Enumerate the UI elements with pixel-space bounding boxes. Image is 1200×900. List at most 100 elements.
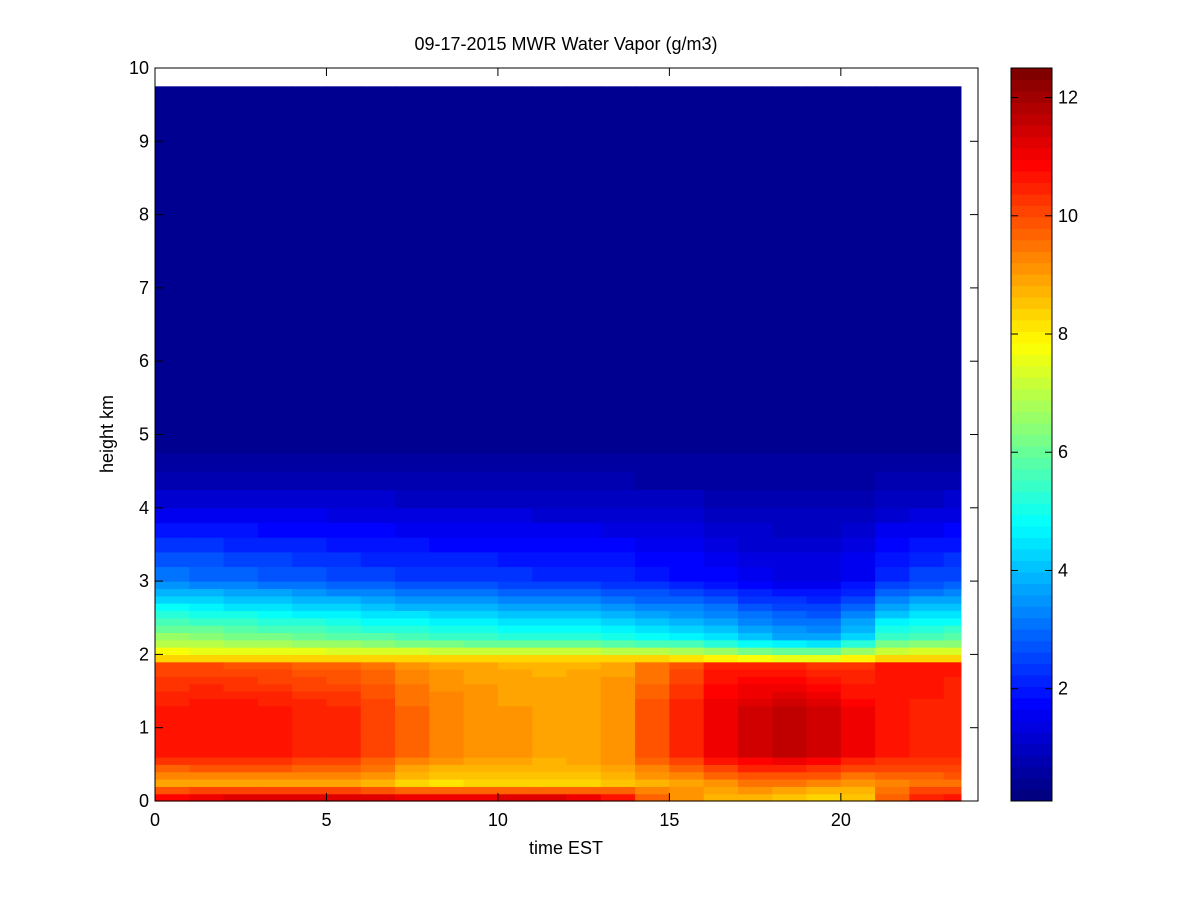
heatmap-cell: [943, 742, 962, 751]
heatmap-cell: [155, 727, 190, 736]
heatmap-cell: [532, 214, 568, 289]
heatmap-cell: [566, 214, 602, 289]
heatmap-cell: [532, 727, 568, 736]
heatmap-cell: [189, 793, 225, 802]
heatmap-cell: [189, 669, 225, 677]
heatmap-cell: [600, 720, 636, 729]
heatmap-cell: [566, 287, 602, 362]
colorbar-band: [1011, 629, 1052, 642]
heatmap-cell: [532, 647, 568, 655]
colorbar-band: [1011, 445, 1052, 458]
heatmap-cell: [703, 654, 739, 663]
heatmap-cell: [360, 588, 396, 597]
heatmap-cell: [463, 522, 499, 538]
heatmap-cell: [703, 397, 739, 436]
heatmap-cell: [189, 691, 225, 699]
heatmap-cell: [669, 595, 705, 604]
heatmap-cell: [566, 507, 602, 524]
heatmap-cell: [772, 632, 808, 641]
heatmap-cell: [772, 581, 808, 590]
heatmap-cell: [155, 764, 190, 773]
heatmap-cell: [395, 793, 430, 802]
heatmap-cell: [395, 452, 430, 472]
heatmap-cell: [840, 522, 876, 538]
heatmap-cell: [909, 786, 945, 795]
heatmap-cell: [772, 793, 808, 802]
heatmap-cell: [635, 566, 670, 582]
heatmap-cell: [497, 632, 533, 641]
heatmap-cell: [943, 471, 962, 491]
heatmap-cell: [943, 86, 962, 142]
heatmap-cell: [189, 452, 225, 472]
colorbar-band: [1011, 640, 1052, 653]
heatmap-cell: [566, 595, 602, 604]
heatmap-cell: [875, 735, 911, 743]
colorbar-band: [1011, 125, 1052, 138]
heatmap-cell: [566, 603, 602, 612]
heatmap-cell: [257, 705, 293, 714]
heatmap-cell: [600, 676, 636, 685]
colorbar-band: [1011, 514, 1052, 527]
heatmap-cell: [257, 639, 293, 648]
heatmap-cell: [463, 742, 499, 751]
heatmap-cell: [703, 603, 739, 612]
heatmap-cell: [292, 625, 328, 634]
heatmap-cell: [463, 214, 499, 289]
heatmap-cell: [806, 522, 842, 538]
heatmap-cell: [840, 603, 876, 612]
heatmap-cell: [497, 749, 533, 758]
heatmap-cell: [497, 705, 533, 714]
heatmap-cell: [875, 361, 911, 399]
heatmap-cell: [257, 507, 293, 524]
heatmap-cell: [257, 683, 293, 692]
heatmap-cell: [635, 581, 670, 590]
heatmap-cell: [772, 749, 808, 758]
heatmap-cell: [292, 452, 328, 472]
heatmap-cell: [497, 361, 533, 399]
heatmap-cell: [703, 727, 739, 736]
heatmap-cell: [840, 566, 876, 582]
heatmap-cell: [257, 452, 293, 472]
heatmap-cell: [943, 683, 962, 692]
heatmap-cell: [669, 566, 705, 582]
heatmap-cell: [772, 214, 808, 289]
heatmap-cell: [909, 214, 945, 289]
heatmap-cell: [326, 727, 362, 736]
heatmap-cell: [257, 86, 293, 142]
heatmap-cell: [566, 452, 602, 472]
heatmap-cell: [875, 625, 911, 634]
heatmap-cell: [772, 757, 808, 765]
heatmap-cell: [155, 749, 190, 758]
y-tick-label: 3: [139, 571, 149, 591]
heatmap-cell: [635, 489, 670, 509]
heatmap-cell: [875, 749, 911, 758]
heatmap-cell: [703, 287, 739, 362]
heatmap-cell: [840, 705, 876, 714]
heatmap-cell: [292, 639, 328, 648]
heatmap-cell: [909, 647, 945, 655]
heatmap-cell: [840, 779, 876, 787]
heatmap-cell: [189, 141, 225, 216]
heatmap-cell: [532, 713, 568, 721]
heatmap-cell: [497, 617, 533, 626]
heatmap-cell: [737, 617, 773, 626]
heatmap-cell: [703, 720, 739, 729]
heatmap-cell: [292, 86, 328, 142]
heatmap-cell: [223, 691, 259, 699]
colorbar-band: [1011, 342, 1052, 355]
heatmap-cell: [875, 705, 911, 714]
heatmap-cell: [532, 610, 568, 619]
heatmap-cell: [669, 551, 705, 568]
heatmap-cell: [292, 537, 328, 553]
heatmap-cell: [840, 214, 876, 289]
heatmap-cell: [292, 141, 328, 216]
heatmap-cell: [566, 397, 602, 436]
colorbar-band: [1011, 480, 1052, 493]
heatmap-cell: [360, 639, 396, 648]
heatmap-cell: [772, 661, 808, 670]
heatmap-cell: [909, 610, 945, 619]
heatmap-cell: [943, 595, 962, 604]
heatmap-cell: [669, 705, 705, 714]
heatmap-cell: [360, 603, 396, 612]
heatmap-cell: [703, 214, 739, 289]
